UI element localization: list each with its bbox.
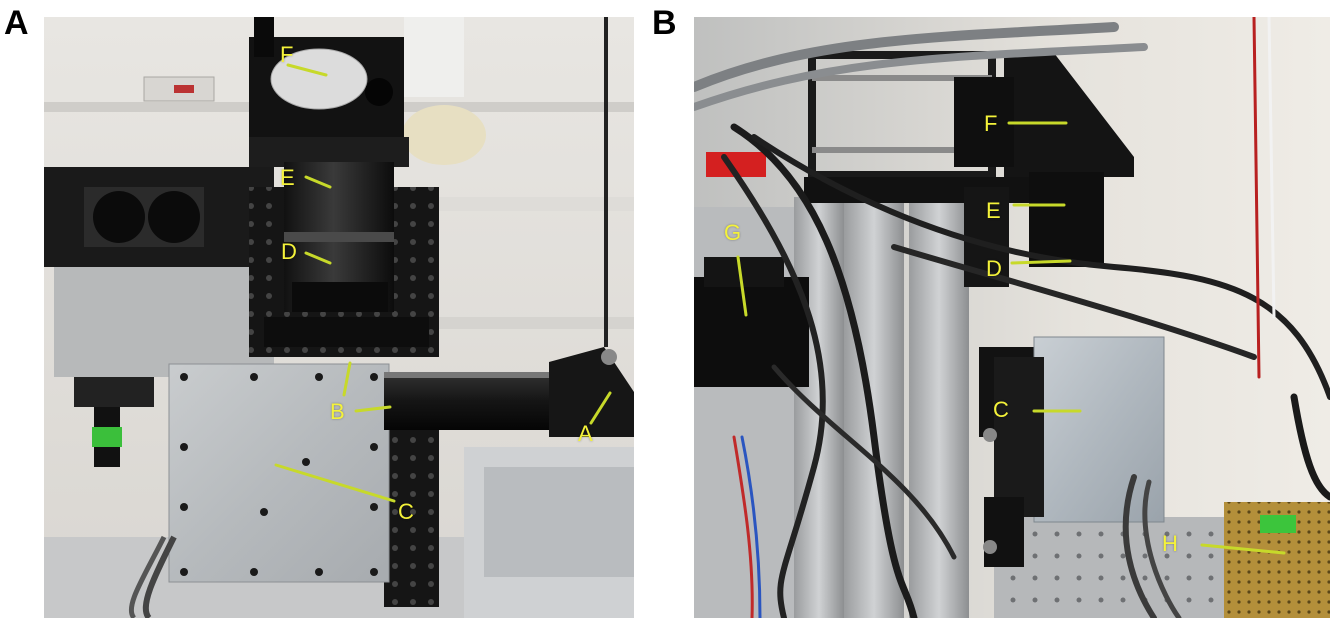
leader-lines-a: [274, 63, 612, 503]
panel-b-letter: B: [652, 4, 677, 42]
callout-a-E: E: [280, 165, 295, 190]
photo-b-drawing: [694, 17, 1330, 618]
callout-b-H: H: [1162, 531, 1178, 556]
callout-a-D: D: [281, 239, 297, 264]
callout-b-G: G: [724, 220, 742, 245]
callout-b-D: D: [986, 256, 1002, 281]
callout-a-A: A: [578, 421, 593, 446]
callout-a-C: C: [398, 499, 414, 524]
leader-lines-b: [736, 121, 1286, 555]
panel-a-letter: A: [4, 4, 29, 42]
photo-a-drawing: [44, 17, 634, 618]
callout-b-C: C: [993, 397, 1009, 422]
photo-panel-a: A B C D E F: [44, 17, 634, 618]
callout-a-B: B: [330, 399, 345, 424]
callout-b-E: E: [986, 198, 1001, 223]
callout-b-F: F: [984, 111, 998, 136]
photo-panel-b: C D E F G H: [694, 17, 1330, 618]
callout-a-F: F: [280, 42, 294, 67]
